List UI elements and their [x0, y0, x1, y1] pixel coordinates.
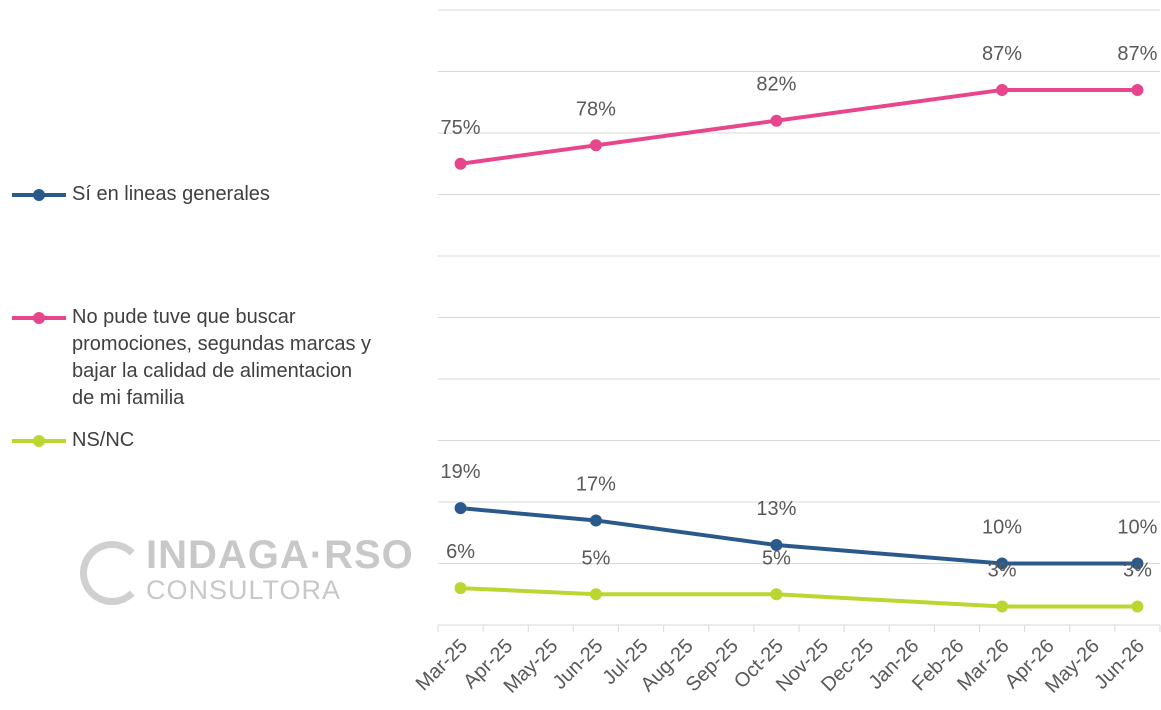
point	[996, 83, 1009, 96]
legend-label: No pude tuve que buscar promociones, seg…	[72, 306, 372, 409]
point	[454, 582, 467, 595]
value-label: 10%	[982, 517, 1022, 539]
legend-marker	[33, 435, 45, 447]
value-label: 87%	[982, 43, 1022, 65]
point	[454, 157, 467, 170]
point	[770, 539, 783, 552]
point	[1131, 83, 1144, 96]
point	[996, 600, 1009, 613]
series-line	[460, 87, 1138, 166]
legend-label: NS/NC	[72, 429, 135, 451]
point	[589, 514, 602, 527]
point	[770, 114, 783, 127]
point	[454, 502, 467, 515]
value-label: 13%	[756, 498, 796, 520]
point	[770, 588, 783, 601]
series-line	[460, 506, 1138, 566]
x-tick-label: Mar-26	[953, 635, 1013, 695]
value-label: 19%	[441, 461, 481, 483]
value-label: 3%	[1123, 560, 1152, 582]
value-label: 87%	[1117, 43, 1157, 65]
point	[1131, 557, 1144, 570]
value-label: 10%	[1117, 517, 1157, 539]
legend-marker	[33, 312, 45, 324]
point	[996, 557, 1009, 570]
value-label: 5%	[581, 547, 610, 569]
value-label: 75%	[441, 117, 481, 139]
legend-label: Sí en lineas generales	[72, 183, 270, 205]
series-line	[460, 586, 1138, 609]
value-label: 17%	[576, 473, 616, 495]
point	[589, 139, 602, 152]
value-label: 3%	[988, 560, 1017, 582]
x-tick-label: Mar-25	[412, 635, 472, 695]
legend-marker	[33, 189, 45, 201]
x-tick-label: Jun-25	[549, 635, 608, 694]
value-label: 78%	[576, 98, 616, 120]
x-tick-label: Jun-26	[1090, 635, 1149, 694]
value-label: 82%	[756, 74, 796, 96]
logo-subtitle: CONSULTORA	[146, 575, 342, 605]
logo-icon	[80, 541, 144, 605]
point	[1131, 600, 1144, 613]
point	[589, 588, 602, 601]
value-label: 6%	[446, 541, 475, 563]
logo: INDAGA·RSO CONSULTORA	[80, 535, 414, 605]
logo-name: INDAGA·RSO	[146, 533, 414, 577]
value-label: 5%	[762, 547, 791, 569]
